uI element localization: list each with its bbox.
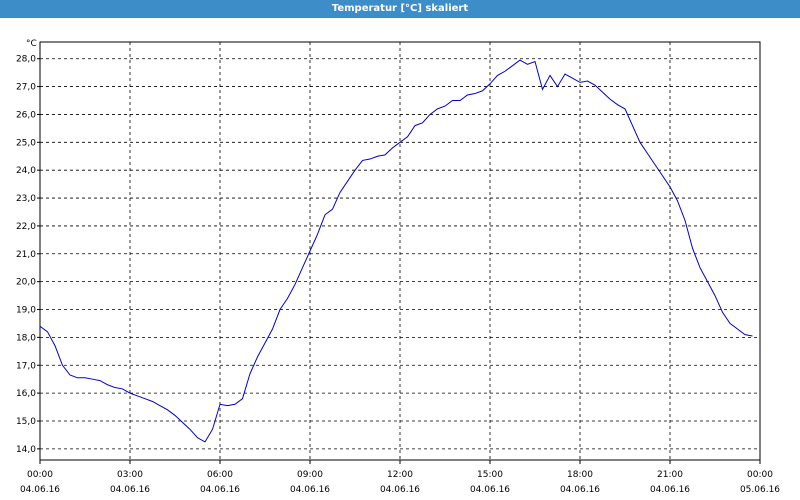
x-tick-date: 04.06.16: [380, 485, 420, 495]
x-tick-label: 03:00: [117, 470, 143, 480]
y-tick-label: 16,0: [16, 389, 36, 399]
x-tick-date: 04.06.16: [200, 485, 240, 495]
x-tick-label: 21:00: [657, 470, 683, 480]
y-tick-label: 23,0: [16, 194, 36, 204]
y-tick-label: 24,0: [16, 166, 36, 176]
y-tick-label: 25,0: [16, 138, 36, 148]
y-tick-label: 28,0: [16, 55, 36, 65]
y-tick-label: 14,0: [16, 445, 36, 455]
x-tick-date: 04.06.16: [560, 485, 600, 495]
title-bar: Temperatur [°C] skaliert: [0, 0, 800, 18]
x-tick-date: 05.06.16: [740, 485, 780, 495]
x-tick-label: 00:00: [27, 470, 53, 480]
data-line: [39, 59, 753, 443]
x-tick-date: 04.06.16: [110, 485, 150, 495]
x-tick-label: 00:00: [747, 470, 773, 480]
y-tick-label: 17,0: [16, 361, 36, 371]
y-tick-label: 26,0: [16, 110, 36, 120]
y-unit: °C: [26, 39, 37, 49]
y-tick-label: 20,0: [16, 278, 36, 288]
x-tick-date: 04.06.16: [20, 485, 60, 495]
x-tick-label: 15:00: [477, 470, 503, 480]
y-tick-label: 27,0: [16, 83, 36, 93]
y-tick-label: 22,0: [16, 222, 36, 232]
x-tick-label: 09:00: [297, 470, 323, 480]
y-tick-label: 21,0: [16, 250, 36, 260]
x-tick-date: 04.06.16: [290, 485, 330, 495]
x-tick-date: 04.06.16: [650, 485, 690, 495]
y-tick-label: 15,0: [16, 417, 36, 427]
x-tick-label: 12:00: [387, 470, 413, 480]
x-tick-label: 18:00: [567, 470, 593, 480]
x-tick-label: 06:00: [207, 470, 233, 480]
y-tick-label: 18,0: [16, 333, 36, 343]
x-tick-date: 04.06.16: [470, 485, 510, 495]
y-tick-label: 19,0: [16, 306, 36, 316]
